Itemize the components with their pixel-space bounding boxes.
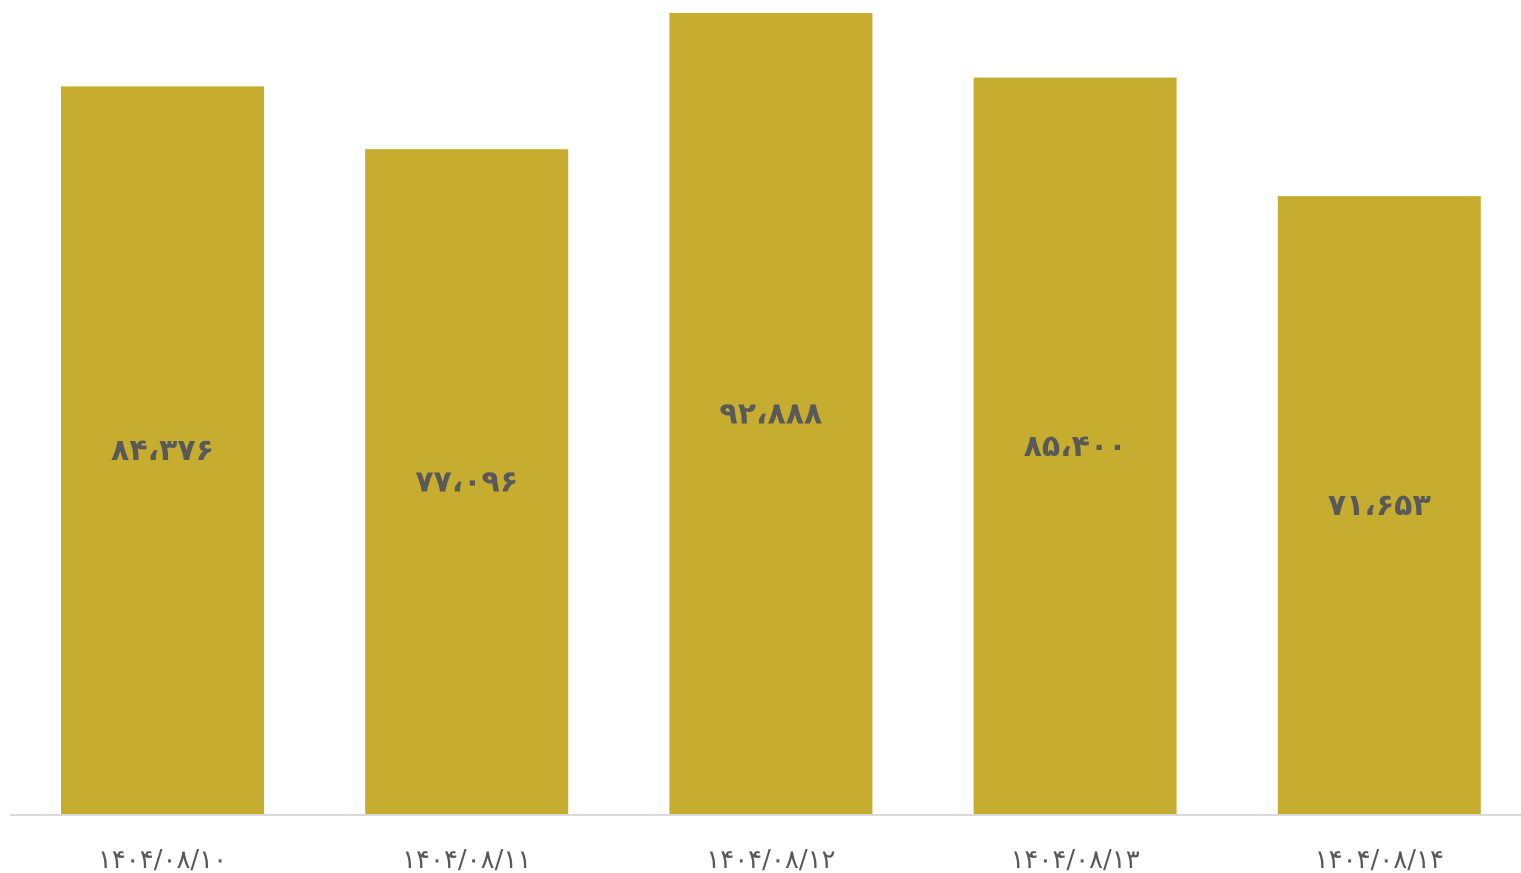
bars-group <box>61 13 1481 815</box>
bar-value-label-3: ۹۲،۸۸۸ <box>719 397 822 432</box>
x-tick-label-4: ۱۴۰۴/۰۸/۱۳ <box>1010 845 1139 873</box>
bar-value-label-1: ۸۴،۳۷۶ <box>111 433 214 468</box>
x-tick-label-5: ۱۴۰۴/۰۸/۱۴ <box>1315 845 1444 873</box>
x-tick-label-3: ۱۴۰۴/۰۸/۱۲ <box>706 845 835 873</box>
bar-value-label-5: ۷۱،۶۵۳ <box>1328 488 1431 523</box>
x-tick-labels-group: ۱۴۰۴/۰۸/۱۰ ۱۴۰۴/۰۸/۱۱ ۱۴۰۴/۰۸/۱۲ ۱۴۰۴/۰۸/۱۳… <box>98 845 1444 873</box>
bar-labels-group: ۸۴،۳۷۶ ۷۷،۰۹۶ ۹۲،۸۸۸ ۸۵،۴۰۰ ۷۱،۶۵۳ <box>111 397 1431 524</box>
bar-3 <box>669 13 873 814</box>
x-tick-label-2: ۱۴۰۴/۰۸/۱۱ <box>402 845 531 873</box>
bar-2 <box>365 149 569 815</box>
bar-value-label-2: ۷۷،۰۹۶ <box>415 465 518 500</box>
x-tick-label-1: ۱۴۰۴/۰۸/۱۰ <box>98 845 227 873</box>
bar-5 <box>1277 196 1481 814</box>
bar-4 <box>973 77 1177 815</box>
bar-1 <box>61 86 264 814</box>
bar-value-label-4: ۸۵،۴۰۰ <box>1024 429 1127 464</box>
